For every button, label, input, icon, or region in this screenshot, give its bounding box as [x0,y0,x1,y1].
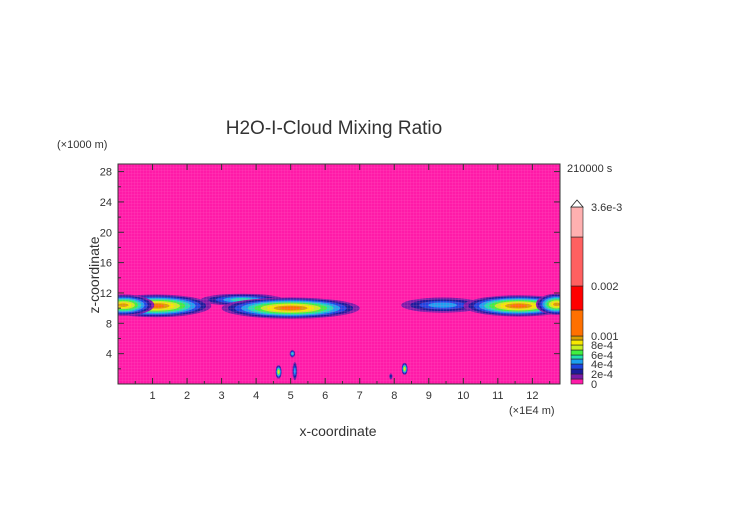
y-tick-label: 12 [100,288,112,300]
x-unit-label: (×1E4 m) [509,405,555,417]
colorbar-label: 0.002 [591,281,619,293]
colorbar-segment [570,206,584,238]
colorbar-label: 2e-4 [591,369,613,381]
y-tick-label: 28 [100,167,112,179]
colorbar-segment [570,354,584,360]
x-axis-label: x-coordinate [299,423,376,439]
colorbar-label: 0.001 [591,331,619,343]
x-tick-label: 6 [322,390,328,402]
colorbar-label: 3.6e-3 [591,202,622,214]
plot-frame [117,163,561,385]
x-tick-label: 7 [357,390,363,402]
colorbar-segment [570,335,584,341]
colorbar-extend-arrow-icon [570,199,584,208]
x-tick-label: 9 [426,390,432,402]
y-unit-label: (×1000 m) [57,139,107,151]
colorbar-label: 4e-4 [591,359,613,371]
colorbar-segment [570,363,584,370]
colorbar-segment [570,344,584,351]
x-tick-label: 3 [219,390,225,402]
colorbar-segment [570,285,584,311]
y-tick-label: 16 [100,258,112,270]
colorbar-segment [570,236,584,287]
plot-grid-overlay [118,164,560,384]
colorbar-label: 6e-4 [591,350,613,362]
x-tick-label: 2 [184,390,190,402]
x-tick-label: 11 [492,390,503,402]
x-tick-label: 12 [526,390,538,402]
colorbar-segment [570,368,584,375]
colorbar-segment [570,349,584,356]
x-tick-label: 1 [149,390,155,402]
colorbar-label: 0 [591,379,597,391]
chart-title: H2O-I-Cloud Mixing Ratio [226,118,442,139]
colorbar-label: 8e-4 [591,340,613,352]
y-tick-label: 24 [100,197,112,209]
x-tick-label: 5 [288,390,294,402]
x-tick-label: 10 [457,390,469,402]
colorbar-segment [570,378,584,385]
time-label: 210000 s [567,163,613,175]
y-axis-label: z-coordinate [86,236,102,313]
colorbar-segment [570,358,584,365]
x-tick-label: 8 [391,390,397,402]
y-tick-label: 4 [106,349,112,361]
colorbar-segment [570,309,584,337]
x-tick-label: 4 [253,390,259,402]
colorbar-segment [570,339,584,346]
y-tick-label: 8 [106,318,112,330]
colorbar-segment [570,373,584,380]
y-tick-label: 20 [100,227,112,239]
